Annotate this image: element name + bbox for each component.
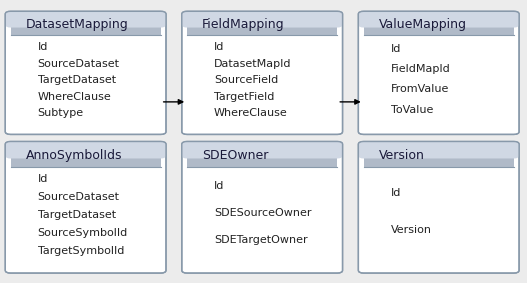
Text: Id: Id: [391, 188, 401, 198]
FancyBboxPatch shape: [358, 142, 519, 158]
Text: ValueMapping: ValueMapping: [378, 18, 466, 31]
Text: ToValue: ToValue: [391, 104, 433, 115]
FancyBboxPatch shape: [187, 156, 337, 167]
FancyBboxPatch shape: [5, 11, 166, 134]
FancyBboxPatch shape: [182, 11, 343, 27]
Text: SDETargetOwner: SDETargetOwner: [214, 235, 308, 245]
Text: Version: Version: [378, 149, 425, 162]
Text: TargetSymbolId: TargetSymbolId: [37, 246, 124, 256]
FancyBboxPatch shape: [11, 25, 161, 35]
Text: FieldMapId: FieldMapId: [391, 65, 451, 74]
Text: DatasetMapId: DatasetMapId: [214, 59, 291, 68]
Text: Version: Version: [391, 225, 432, 235]
FancyBboxPatch shape: [182, 142, 343, 158]
Text: Id: Id: [37, 42, 48, 52]
Text: SourceDataset: SourceDataset: [37, 59, 120, 68]
FancyBboxPatch shape: [182, 142, 343, 273]
FancyBboxPatch shape: [358, 11, 519, 27]
FancyBboxPatch shape: [5, 142, 166, 273]
Text: WhereClause: WhereClause: [214, 108, 288, 118]
FancyBboxPatch shape: [364, 156, 514, 167]
Text: TargetDataset: TargetDataset: [37, 75, 116, 85]
Text: SDESourceOwner: SDESourceOwner: [214, 208, 311, 218]
Text: DatasetMapping: DatasetMapping: [25, 18, 128, 31]
FancyBboxPatch shape: [187, 25, 337, 35]
Text: SourceSymbolId: SourceSymbolId: [37, 228, 128, 238]
Text: SourceField: SourceField: [214, 75, 278, 85]
Text: TargetField: TargetField: [214, 92, 275, 102]
Text: WhereClause: WhereClause: [37, 92, 111, 102]
Text: AnnoSymbolIds: AnnoSymbolIds: [25, 149, 122, 162]
FancyBboxPatch shape: [358, 11, 519, 134]
Text: Id: Id: [37, 174, 48, 185]
FancyBboxPatch shape: [5, 11, 166, 27]
Text: FromValue: FromValue: [391, 84, 449, 95]
Text: Subtype: Subtype: [37, 108, 84, 118]
Text: Id: Id: [214, 181, 225, 191]
Text: SDEOwner: SDEOwner: [202, 149, 268, 162]
FancyBboxPatch shape: [358, 142, 519, 273]
FancyBboxPatch shape: [5, 142, 166, 158]
Text: FieldMapping: FieldMapping: [202, 18, 285, 31]
FancyBboxPatch shape: [364, 25, 514, 35]
FancyBboxPatch shape: [182, 11, 343, 134]
FancyBboxPatch shape: [11, 156, 161, 167]
Text: SourceDataset: SourceDataset: [37, 192, 120, 202]
Text: Id: Id: [214, 42, 225, 52]
Text: TargetDataset: TargetDataset: [37, 210, 116, 220]
Text: Id: Id: [391, 44, 401, 54]
